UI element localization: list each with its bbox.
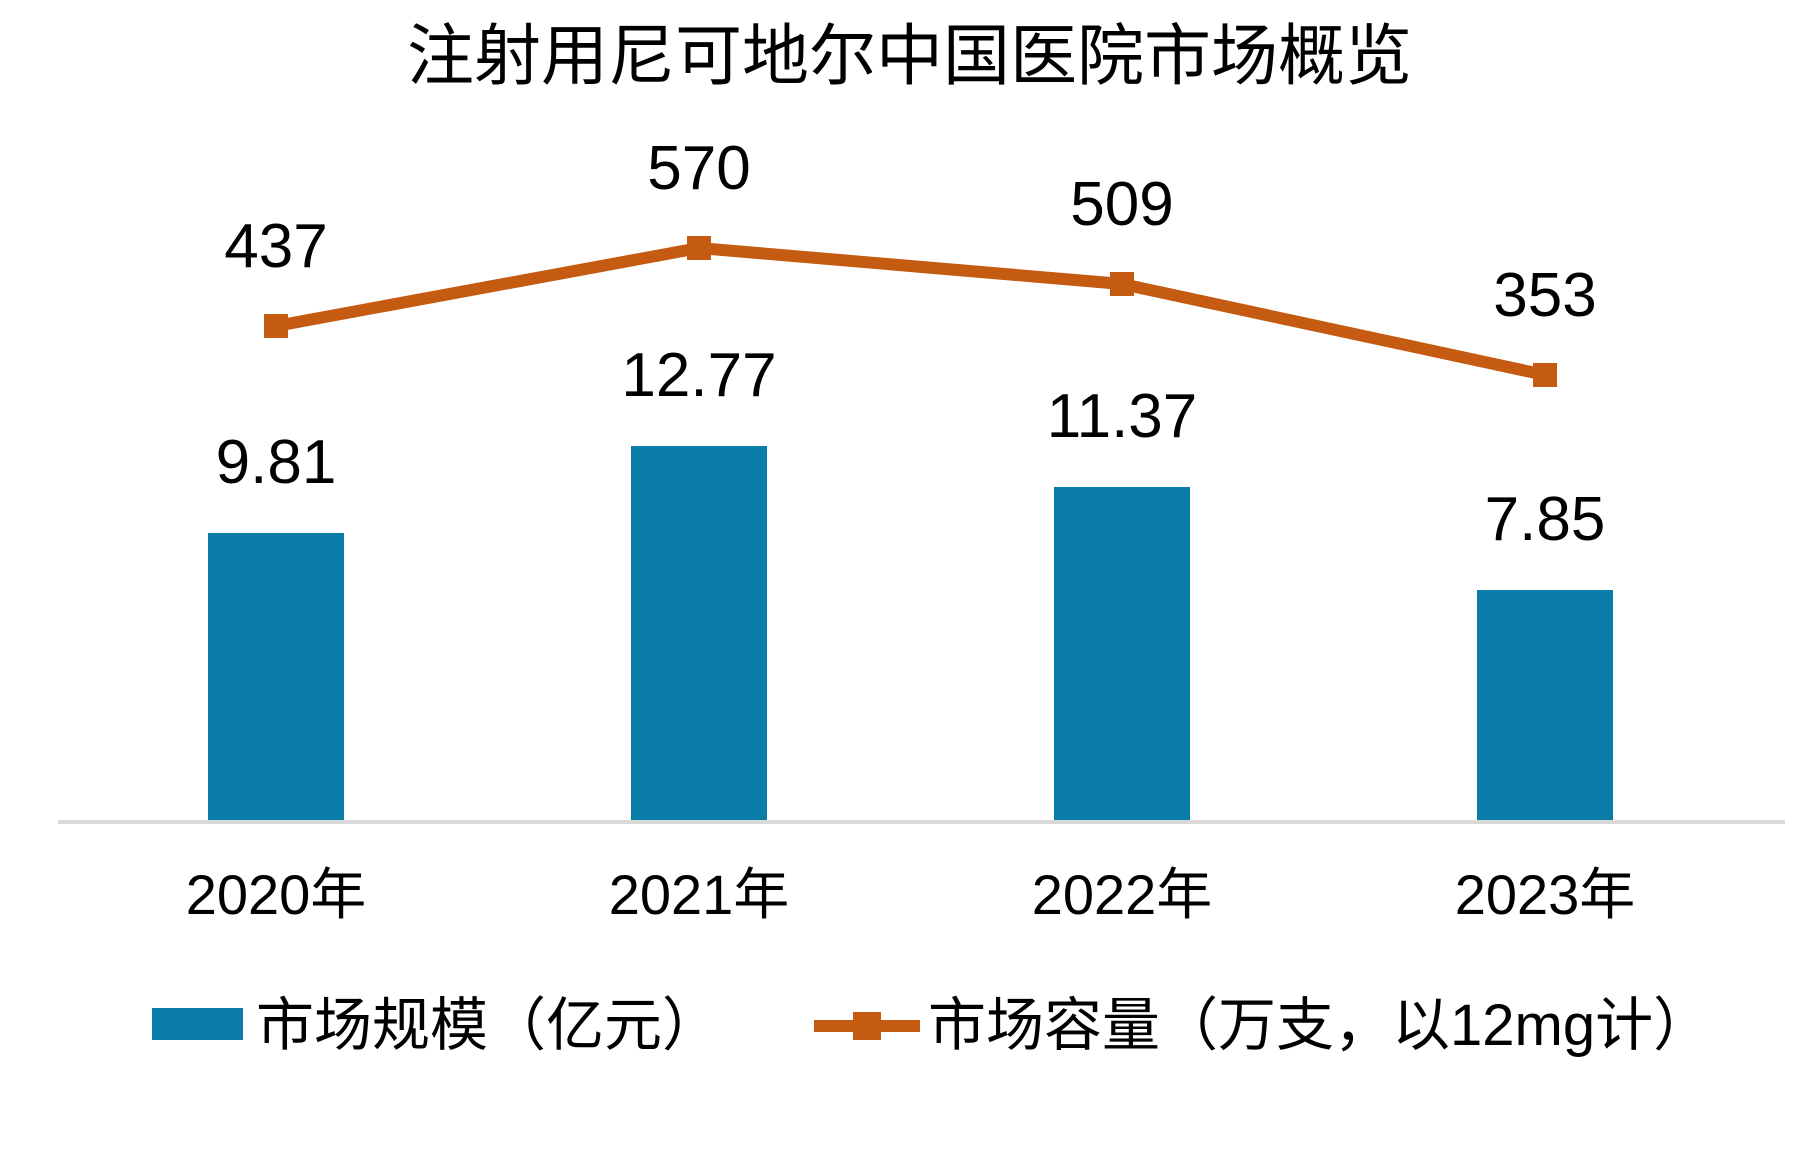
- line-value-label-2020年: 437: [224, 212, 328, 281]
- line-path: [274, 241, 1547, 381]
- bar-2020年: [208, 533, 344, 820]
- legend-label-market-size: 市场规模（亿元）: [256, 993, 721, 1058]
- bar-value-label-2020年: 9.81: [215, 428, 337, 497]
- line-marker-2022年: [1110, 272, 1134, 296]
- x-axis-label-2023年: 2023年: [1454, 863, 1636, 926]
- x-axis-label-2022年: 2022年: [1031, 863, 1213, 926]
- x-axis-label-2021年: 2021年: [608, 863, 790, 926]
- legend-swatch-bar: [152, 1008, 243, 1040]
- line-marker-2023年: [1533, 363, 1557, 387]
- line-value-label-2023年: 353: [1493, 261, 1597, 330]
- bar-value-label-2021年: 12.77: [621, 341, 777, 410]
- bar-2023年: [1477, 590, 1613, 820]
- bar-2022年: [1054, 487, 1190, 820]
- line-value-label-2022年: 509: [1070, 170, 1174, 239]
- bar-value-label-2022年: 11.37: [1046, 382, 1198, 451]
- legend-label-market-capacity: 市场容量（万支，以12mg计）: [928, 993, 1712, 1058]
- bar-2021年: [631, 446, 767, 820]
- line-value-label-2021年: 570: [647, 134, 751, 203]
- line-marker-2020年: [264, 314, 288, 338]
- x-axis-label-2020年: 2020年: [185, 863, 367, 926]
- line-marker-2021年: [687, 236, 711, 260]
- bar-value-label-2023年: 7.85: [1484, 485, 1606, 554]
- x-axis-line: [58, 820, 1785, 824]
- chart-title: 注射用尼可地尔中国医院市场概览: [407, 19, 1412, 94]
- legend-swatch-line-marker: [814, 1012, 920, 1040]
